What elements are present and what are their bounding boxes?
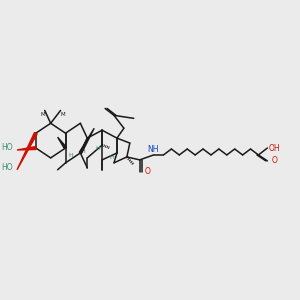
Polygon shape <box>17 146 36 150</box>
Polygon shape <box>17 133 37 170</box>
Text: M: M <box>40 112 45 117</box>
Text: M: M <box>60 112 65 117</box>
Text: OH: OH <box>268 143 280 152</box>
Text: O: O <box>271 156 277 165</box>
Text: HO: HO <box>2 142 13 152</box>
Polygon shape <box>79 128 94 154</box>
Text: H: H <box>110 155 114 160</box>
Text: HO: HO <box>2 163 13 172</box>
Text: O: O <box>145 167 151 176</box>
Polygon shape <box>58 137 67 149</box>
Text: H: H <box>96 146 100 151</box>
Text: H: H <box>68 153 73 158</box>
Text: NH: NH <box>147 145 158 154</box>
Text: H: H <box>80 149 85 154</box>
